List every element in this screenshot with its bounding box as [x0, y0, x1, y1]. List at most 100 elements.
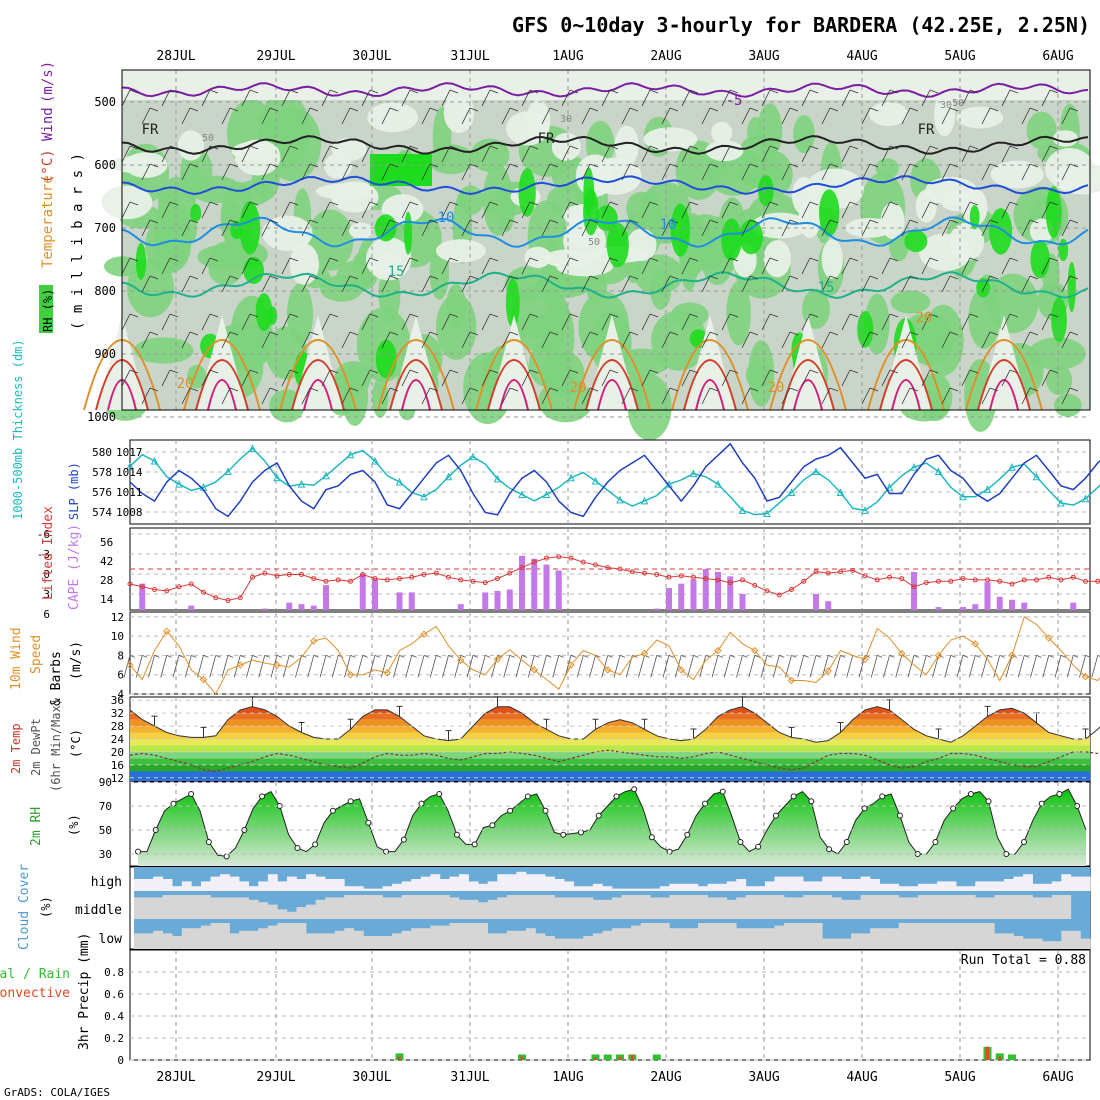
rh-region [542, 251, 560, 316]
rh-point [666, 848, 673, 855]
li-point [813, 569, 819, 575]
rh-point [170, 800, 177, 807]
thickness-point [910, 463, 918, 471]
wind-speed-point [310, 637, 318, 645]
cape-bar [727, 576, 734, 610]
thickness-point [836, 488, 845, 496]
cloud-unit-label: (%) [39, 896, 53, 918]
date-top-label: 30JUL [352, 49, 391, 64]
li-point [323, 578, 329, 584]
precip-tick-label: 0.2 [104, 1032, 124, 1045]
rh-point [879, 793, 886, 800]
wind-barb [601, 257, 619, 275]
precip-convective-bar [630, 1054, 634, 1060]
cloud-clear-cell [459, 899, 469, 919]
wind-barb [761, 369, 779, 387]
wind-barb [341, 219, 359, 237]
date-bottom-label: 4AUG [846, 1070, 877, 1085]
cloud-clear-cell [650, 923, 661, 949]
wind-barb [956, 655, 969, 678]
precip-convective-bar [998, 1056, 1002, 1060]
cloud-clear-cell [583, 936, 594, 949]
li-point [874, 577, 880, 583]
rh-dry-top [122, 70, 1090, 100]
cloud-clear-cell [612, 928, 622, 949]
li-point [458, 577, 464, 583]
cloud-clear-cell [908, 923, 919, 949]
cloud-clear-cell [277, 881, 288, 891]
cloud-clear-cell [153, 930, 163, 949]
cloud-clear-cell [248, 886, 259, 891]
li-point [593, 562, 598, 568]
precip-tick-label: 0.6 [104, 988, 124, 1001]
wind-barb [761, 313, 779, 331]
cloud-clear-cell [956, 923, 967, 949]
wind-barb [581, 275, 599, 293]
cloud-clear-cell [650, 897, 661, 919]
wind-barb [861, 107, 879, 125]
wind-barb [721, 89, 739, 107]
cloud-clear-cell [640, 888, 651, 891]
chart-title: GFS 0~10day 3-hourly for BARDERA (42.25E… [512, 13, 1090, 37]
pressure-tick-label: 700 [94, 221, 116, 235]
wind-barb [941, 163, 959, 181]
cloud-clear-cell [946, 881, 957, 891]
li-point [764, 588, 770, 594]
wind-barb [141, 331, 159, 349]
rh-dry-region [626, 228, 657, 262]
cloud-clear-cell [870, 928, 880, 949]
wind-barb [1021, 387, 1039, 405]
contour-label: 50 [588, 237, 600, 248]
wind-barb [301, 387, 319, 405]
cloud-clear-cell [927, 923, 938, 949]
cloud-clear-cell [191, 886, 202, 891]
temp-tick-label: 12 [111, 772, 124, 785]
thickness-point [371, 456, 379, 465]
cloud-clear-cell [1061, 930, 1072, 949]
li-point [715, 577, 721, 583]
minmax-whisker [494, 696, 501, 707]
wind-barb [1030, 655, 1042, 678]
cloud-clear-cell [382, 897, 393, 919]
wind-barb [687, 655, 699, 678]
li-point [629, 569, 635, 575]
t5-contour [121, 175, 1089, 196]
wind-barb [321, 89, 339, 107]
wind-barb [861, 219, 879, 237]
wind-speed-point [163, 627, 171, 636]
wind-barb [561, 89, 579, 107]
cloud-clear-cell [784, 897, 794, 919]
rh-region [987, 273, 1039, 334]
wind-barb [1041, 89, 1059, 107]
wind-barb [221, 219, 239, 237]
rh-dry-region [805, 168, 864, 210]
minmax-whisker [396, 705, 403, 717]
wind-speed-point [677, 666, 685, 674]
rh-point [489, 822, 496, 829]
temp-band [130, 739, 1090, 746]
wind-barb [221, 331, 239, 349]
cape-bar [396, 592, 403, 610]
wind-barb [540, 655, 552, 678]
thickness-point [1008, 463, 1016, 471]
cloud-clear-cell [153, 897, 163, 919]
cape-bar [996, 596, 1003, 610]
wind-barb [941, 219, 959, 237]
cape-bar [690, 579, 697, 610]
wind-barb [441, 257, 459, 275]
thickness-tick-label: 574 [92, 506, 112, 519]
rh-point [365, 819, 372, 826]
cape-tick-label: 56 [100, 536, 113, 549]
cape-tick-label: 14 [100, 593, 114, 606]
wind-barb [321, 369, 339, 387]
cloud-clear-cell [411, 879, 422, 891]
rh-point [790, 793, 797, 800]
cloud-clear-cell [1051, 881, 1062, 891]
rh-dry-region [109, 156, 158, 173]
cloud-clear-cell [353, 886, 364, 891]
cloud-clear-cell [439, 879, 450, 891]
t20-contour [279, 339, 357, 411]
wind-barb [561, 145, 579, 163]
cloud-clear-cell [592, 883, 603, 891]
cape-bar [139, 583, 146, 610]
